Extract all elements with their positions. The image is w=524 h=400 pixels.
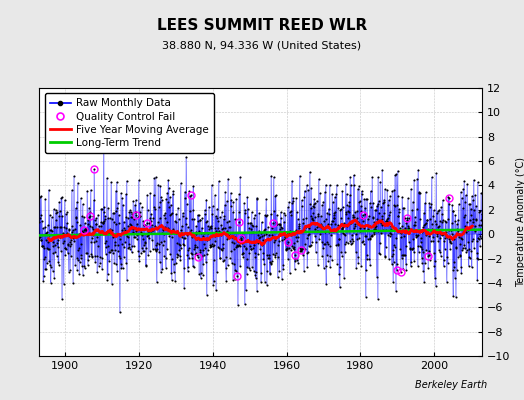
Text: 38.880 N, 94.336 W (United States): 38.880 N, 94.336 W (United States) xyxy=(162,41,362,51)
Text: Berkeley Earth: Berkeley Earth xyxy=(415,380,487,390)
Y-axis label: Temperature Anomaly (°C): Temperature Anomaly (°C) xyxy=(516,157,524,287)
Legend: Raw Monthly Data, Quality Control Fail, Five Year Moving Average, Long-Term Tren: Raw Monthly Data, Quality Control Fail, … xyxy=(45,93,214,153)
Text: LEES SUMMIT REED WLR: LEES SUMMIT REED WLR xyxy=(157,18,367,34)
